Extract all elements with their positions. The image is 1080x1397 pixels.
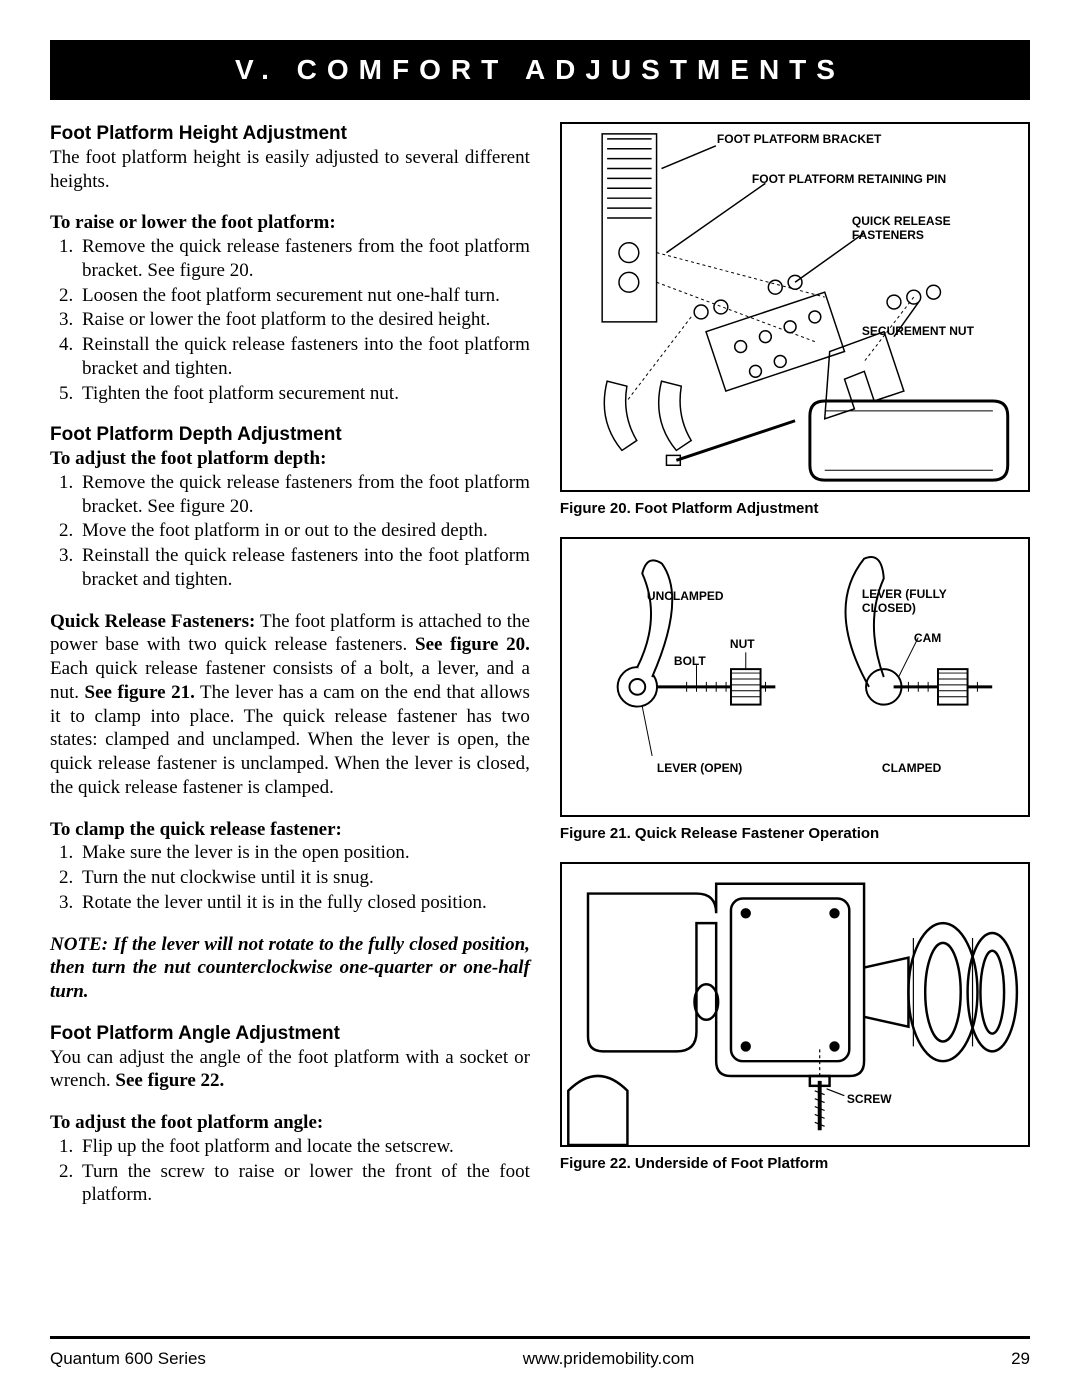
list-item: Move the foot platform in or out to the … bbox=[78, 519, 530, 543]
figure-21-caption: Figure 21. Quick Release Fastener Operat… bbox=[560, 825, 1030, 842]
list-item: Remove the quick release fasteners from … bbox=[78, 471, 530, 519]
heading-angle-adj: Foot Platform Angle Adjustment bbox=[50, 1022, 530, 1046]
left-column: Foot Platform Height Adjustment The foot… bbox=[50, 122, 530, 1225]
label-unclamped: UNCLAMPED bbox=[647, 589, 724, 603]
label-lever-closed: LEVER (FULLY CLOSED) bbox=[862, 587, 982, 616]
list-bold: See figure 20. bbox=[147, 260, 253, 281]
heading-height-adj: Foot Platform Height Adjustment bbox=[50, 122, 530, 146]
label-cam: CAM bbox=[914, 631, 941, 645]
label-secnut: SECUREMENT NUT bbox=[862, 324, 974, 338]
qr-lead: Quick Release Fasteners: bbox=[50, 611, 255, 632]
footer-left: Quantum 600 Series bbox=[50, 1349, 206, 1369]
figure-20-box: FOOT PLATFORM BRACKET FOOT PLATFORM RETA… bbox=[560, 122, 1030, 492]
list-angle: Flip up the foot platform and locate the… bbox=[50, 1135, 530, 1207]
figure-22-box: SCREW bbox=[560, 862, 1030, 1147]
heading-adjust-angle: To adjust the foot platform angle: bbox=[50, 1111, 530, 1135]
list-item: Reinstall the quick release fasteners in… bbox=[78, 333, 530, 381]
para-angle: You can adjust the angle of the foot pla… bbox=[50, 1046, 530, 1094]
list-item: Raise or lower the foot platform to the … bbox=[78, 308, 530, 332]
list-bold: See figure 20. bbox=[147, 496, 253, 517]
heading-raise-lower: To raise or lower the foot platform: bbox=[50, 211, 530, 235]
heading-depth-adj: Foot Platform Depth Adjustment bbox=[50, 423, 530, 447]
angle-bold: See figure 22. bbox=[115, 1070, 224, 1091]
label-qr: QUICK RELEASE FASTENERS bbox=[852, 214, 982, 243]
qr-bold: See figure 20. bbox=[415, 634, 530, 655]
section-banner: V. COMFORT ADJUSTMENTS bbox=[50, 40, 1030, 100]
list-item: Rotate the lever until it is in the full… bbox=[78, 891, 530, 915]
figure-21-diagram bbox=[562, 539, 1028, 815]
label-bracket: FOOT PLATFORM BRACKET bbox=[717, 132, 881, 146]
list-item: Remove the quick release fasteners from … bbox=[78, 235, 530, 283]
right-column: FOOT PLATFORM BRACKET FOOT PLATFORM RETA… bbox=[560, 122, 1030, 1225]
list-item: Turn the nut clockwise until it is snug. bbox=[78, 866, 530, 890]
list-depth: Remove the quick release fasteners from … bbox=[50, 471, 530, 592]
two-column-layout: Foot Platform Height Adjustment The foot… bbox=[50, 122, 1030, 1225]
list-item: Make sure the lever is in the open posit… bbox=[78, 841, 530, 865]
label-screw: SCREW bbox=[847, 1092, 892, 1106]
list-item: Tighten the foot platform securement nut… bbox=[78, 382, 530, 406]
qr-bold: See figure 21. bbox=[85, 682, 195, 703]
label-pin: FOOT PLATFORM RETAINING PIN bbox=[752, 172, 946, 186]
list-clamp: Make sure the lever is in the open posit… bbox=[50, 841, 530, 914]
footer-right: 29 bbox=[1011, 1349, 1030, 1369]
para-quick-release: Quick Release Fasteners: The foot platfo… bbox=[50, 610, 530, 800]
label-bolt: BOLT bbox=[674, 654, 706, 668]
footer-center: www.pridemobility.com bbox=[523, 1349, 695, 1369]
list-item: Loosen the foot platform securement nut … bbox=[78, 284, 530, 308]
label-clamped: CLAMPED bbox=[882, 761, 941, 775]
list-item: Turn the screw to raise or lower the fro… bbox=[78, 1160, 530, 1208]
figure-21-box: UNCLAMPED NUT BOLT LEVER (OPEN) LEVER (F… bbox=[560, 537, 1030, 817]
label-lever-open: LEVER (OPEN) bbox=[657, 761, 742, 775]
footer-rule bbox=[50, 1336, 1030, 1339]
list-item: Reinstall the quick release fasteners in… bbox=[78, 544, 530, 592]
para-height-intro: The foot platform height is easily adjus… bbox=[50, 146, 530, 194]
list-item: Flip up the foot platform and locate the… bbox=[78, 1135, 530, 1159]
note-lever: NOTE: If the lever will not rotate to th… bbox=[50, 933, 530, 1004]
figure-22-caption: Figure 22. Underside of Foot Platform bbox=[560, 1155, 1030, 1172]
page-footer: Quantum 600 Series www.pridemobility.com… bbox=[50, 1349, 1030, 1369]
figure-20-caption: Figure 20. Foot Platform Adjustment bbox=[560, 500, 1030, 517]
list-raise-lower: Remove the quick release fasteners from … bbox=[50, 235, 530, 405]
figure-22-diagram bbox=[562, 864, 1028, 1145]
heading-adjust-depth: To adjust the foot platform depth: bbox=[50, 447, 530, 471]
heading-clamp: To clamp the quick release fastener: bbox=[50, 818, 530, 842]
label-nut: NUT bbox=[730, 637, 755, 651]
